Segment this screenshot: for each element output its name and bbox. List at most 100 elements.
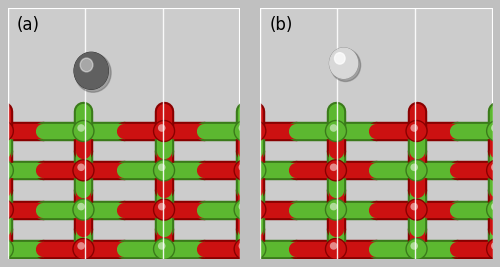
FancyBboxPatch shape [8,8,240,259]
Point [0,129,7,133]
Point [158,244,166,248]
Point [332,247,340,251]
Point [240,129,248,133]
Point [80,247,88,251]
Point [491,205,499,209]
Point [160,207,168,212]
Point [0,244,4,248]
Point [160,207,168,212]
Point [249,126,257,130]
Point [77,126,85,130]
Point [240,168,248,172]
Point [330,205,338,209]
Point [160,129,168,133]
Circle shape [75,53,111,92]
Point [252,247,260,251]
Point [332,168,340,172]
Point [0,207,7,212]
Point [493,207,500,212]
Point [332,247,340,251]
Circle shape [330,48,358,78]
Point [249,165,257,170]
Point [493,168,500,172]
Point [80,207,88,212]
Circle shape [334,53,345,64]
Point [252,207,260,212]
Point [238,126,246,130]
Point [240,247,248,251]
Point [332,207,340,212]
Point [160,129,168,133]
Point [493,129,500,133]
Point [0,205,4,209]
Point [80,247,88,251]
Point [240,247,248,251]
Point [252,207,260,212]
Point [240,207,248,212]
Point [77,244,85,248]
Point [80,207,88,212]
Point [80,168,88,172]
Point [412,168,420,172]
Point [252,129,260,133]
Point [252,168,260,172]
Point [158,165,166,170]
Point [332,129,340,133]
Point [493,129,500,133]
Point [330,244,338,248]
Point [158,126,166,130]
Text: (b): (b) [270,15,292,34]
Point [0,247,7,251]
Point [491,244,499,248]
Point [80,129,88,133]
Circle shape [330,49,360,81]
Point [412,129,420,133]
Point [158,205,166,209]
Point [412,207,420,212]
Point [332,207,340,212]
Point [410,244,418,248]
Point [77,165,85,170]
Point [410,126,418,130]
FancyBboxPatch shape [260,8,492,259]
Point [0,129,7,133]
Circle shape [80,58,93,72]
Point [0,247,7,251]
Point [493,168,500,172]
Point [412,168,420,172]
Circle shape [74,52,108,89]
Point [0,168,7,172]
Point [240,168,248,172]
Point [412,247,420,251]
Point [238,205,246,209]
Point [491,165,499,170]
Point [77,205,85,209]
Point [0,168,7,172]
Point [410,205,418,209]
Point [252,129,260,133]
Circle shape [74,53,108,89]
Point [493,247,500,251]
Point [238,244,246,248]
Point [249,205,257,209]
Point [240,129,248,133]
Point [252,168,260,172]
Point [240,207,248,212]
Point [332,129,340,133]
Text: (a): (a) [17,15,40,34]
Point [410,165,418,170]
Point [160,168,168,172]
Point [238,165,246,170]
Point [249,244,257,248]
Point [491,126,499,130]
Point [160,247,168,251]
Point [80,129,88,133]
Point [332,168,340,172]
Point [80,168,88,172]
Point [160,168,168,172]
Point [330,126,338,130]
Point [412,247,420,251]
Point [160,247,168,251]
Point [252,247,260,251]
Point [412,207,420,212]
